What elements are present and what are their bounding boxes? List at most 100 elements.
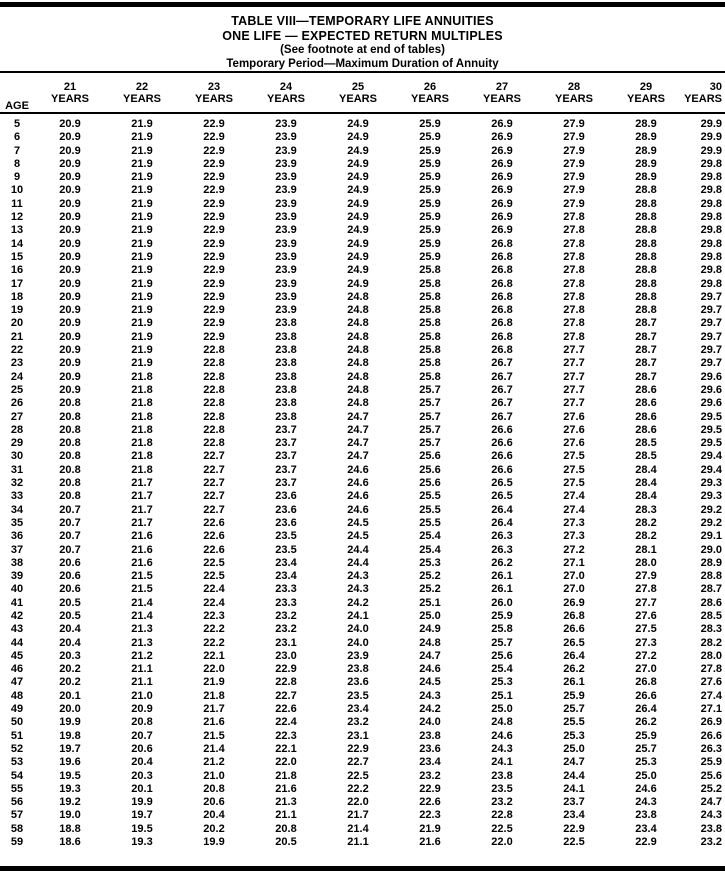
value-cell: 20.7: [59, 543, 81, 556]
value-cell: 22.9: [203, 304, 225, 317]
value-cell: 27.5: [635, 623, 657, 636]
value-cell: 24.9: [347, 118, 369, 130]
value-cell: 20.6: [131, 742, 153, 755]
value-cell: 29.7: [700, 330, 722, 343]
value-cell: 22.9: [203, 290, 225, 303]
value-cell: 28.4: [635, 490, 657, 503]
value-cell: 20.9: [59, 304, 81, 317]
value-cell: 29.6: [700, 383, 722, 396]
value-cell: 25.9: [419, 144, 441, 157]
value-cell: 22.2: [203, 623, 225, 636]
value-cell: 23.8: [491, 769, 513, 782]
value-cell: 25.8: [419, 330, 441, 343]
value-cell: 23.9: [275, 290, 297, 303]
age-cell: 13: [10, 224, 24, 237]
value-cell: 22.0: [275, 756, 297, 769]
value-cell: 29.8: [700, 171, 722, 184]
value-cell: 25.9: [419, 197, 441, 210]
value-cell: 21.4: [203, 742, 225, 755]
value-cell: 20.9: [59, 250, 81, 263]
value-cell: 25.0: [563, 742, 585, 755]
value-cell: 21.8: [131, 397, 153, 410]
table-row-age-36: 36 20.7 21.6 22.6 23.5 24.5 25.4 26.3 27.3 28.2 29…: [0, 530, 725, 543]
value-cell: 27.8: [563, 290, 585, 303]
age-cell: 55: [10, 782, 24, 795]
value-cell: 20.2: [59, 676, 81, 689]
age-cell: 39: [10, 570, 24, 583]
value-cell: 24.1: [491, 756, 513, 769]
value-cell: 22.3: [419, 809, 441, 822]
value-cell: 25.1: [419, 596, 441, 609]
value-cell: 23.8: [347, 663, 369, 676]
value-cell: 24.5: [419, 676, 441, 689]
value-cell: 28.6: [635, 423, 657, 436]
value-cell: 23.6: [347, 676, 369, 689]
value-cell: 28.6: [635, 397, 657, 410]
value-cell: 27.8: [563, 237, 585, 250]
value-cell: 24.8: [347, 290, 369, 303]
year-column-header-30: 30: [709, 81, 722, 93]
value-cell: 25.9: [419, 157, 441, 170]
value-cell: 21.8: [131, 383, 153, 396]
value-cell: 24.9: [347, 184, 369, 197]
value-cell: 28.7: [635, 330, 657, 343]
value-cell: 28.8: [635, 277, 657, 290]
value-cell: 28.4: [635, 463, 657, 476]
value-cell: 21.9: [131, 277, 153, 290]
value-cell: 28.7: [635, 370, 657, 383]
value-cell: 24.8: [491, 716, 513, 729]
years-label: YEARS: [483, 93, 521, 105]
table-row-age-50: 50 19.9 20.8 21.6 22.4 23.2 24.0 24.8 25.5 26.2 26…: [0, 716, 725, 729]
age-cell: 42: [10, 609, 24, 622]
value-cell: 25.8: [491, 623, 513, 636]
value-cell: 27.7: [563, 357, 585, 370]
value-cell: 23.6: [275, 503, 297, 516]
value-cell: 27.6: [563, 410, 585, 423]
value-cell: 25.7: [419, 410, 441, 423]
table-row-age-8: 8 20.9 21.9 22.9 23.9 24.9 25.9 26.9 27.9 28.9 29.…: [0, 158, 725, 171]
value-cell: 29.5: [700, 437, 722, 450]
value-cell: 22.8: [491, 809, 513, 822]
value-cell: 26.5: [563, 636, 585, 649]
value-cell: 27.8: [563, 330, 585, 343]
value-cell: 21.8: [131, 463, 153, 476]
age-cell: 24: [10, 370, 24, 383]
table-row-age-46: 46 20.2 21.1 22.0 22.9 23.8 24.6 25.4 26.2 27.0 27…: [0, 663, 725, 676]
value-cell: 19.8: [59, 729, 81, 742]
value-cell: 26.8: [563, 609, 585, 622]
value-cell: 23.4: [635, 822, 657, 835]
temporary-period-caption: Temporary Period—Maximum Duration of Ann…: [226, 58, 499, 70]
value-cell: 20.9: [59, 370, 81, 383]
value-cell: 20.6: [59, 570, 81, 583]
value-cell: 21.9: [131, 197, 153, 210]
age-cell: 20: [10, 317, 24, 330]
value-cell: 24.6: [635, 782, 657, 795]
value-cell: 26.5: [491, 477, 513, 490]
value-cell: 20.5: [275, 836, 297, 849]
value-cell: 21.7: [131, 516, 153, 529]
value-cell: 27.4: [563, 503, 585, 516]
value-cell: 29.9: [700, 131, 722, 144]
value-cell: 27.3: [563, 516, 585, 529]
age-cell: 19: [10, 304, 24, 317]
value-cell: 25.8: [419, 344, 441, 357]
year-column-header-29: 29: [639, 81, 653, 93]
value-cell: 21.9: [131, 184, 153, 197]
value-cell: 21.6: [275, 782, 297, 795]
table-row-age-14: 14 20.9 21.9 22.9 23.9 24.9 25.9 26.8 27.8 28.8 29…: [0, 238, 725, 251]
value-cell: 20.8: [59, 450, 81, 463]
table-row-age-30: 30 20.8 21.8 22.7 23.7 24.7 25.6 26.6 27.5 28.5 29…: [0, 450, 725, 463]
value-cell: 29.7: [700, 304, 722, 317]
age-cell: 47: [10, 676, 24, 689]
table-row-age-51: 51 19.8 20.7 21.5 22.3 23.1 23.8 24.6 25.3 25.9 26…: [0, 730, 725, 743]
value-cell: 21.1: [131, 663, 153, 676]
value-cell: 22.3: [275, 729, 297, 742]
years-label: YEARS: [123, 93, 161, 105]
table-row-age-27: 27 20.8 21.8 22.8 23.8 24.7 25.7 26.7 27.6 28.6 29…: [0, 411, 725, 424]
value-cell: 28.6: [635, 383, 657, 396]
year-column-header-25: 25: [351, 81, 365, 93]
value-cell: 22.8: [203, 357, 225, 370]
value-cell: 27.9: [563, 144, 585, 157]
value-cell: 25.9: [419, 131, 441, 144]
value-cell: 21.8: [131, 437, 153, 450]
